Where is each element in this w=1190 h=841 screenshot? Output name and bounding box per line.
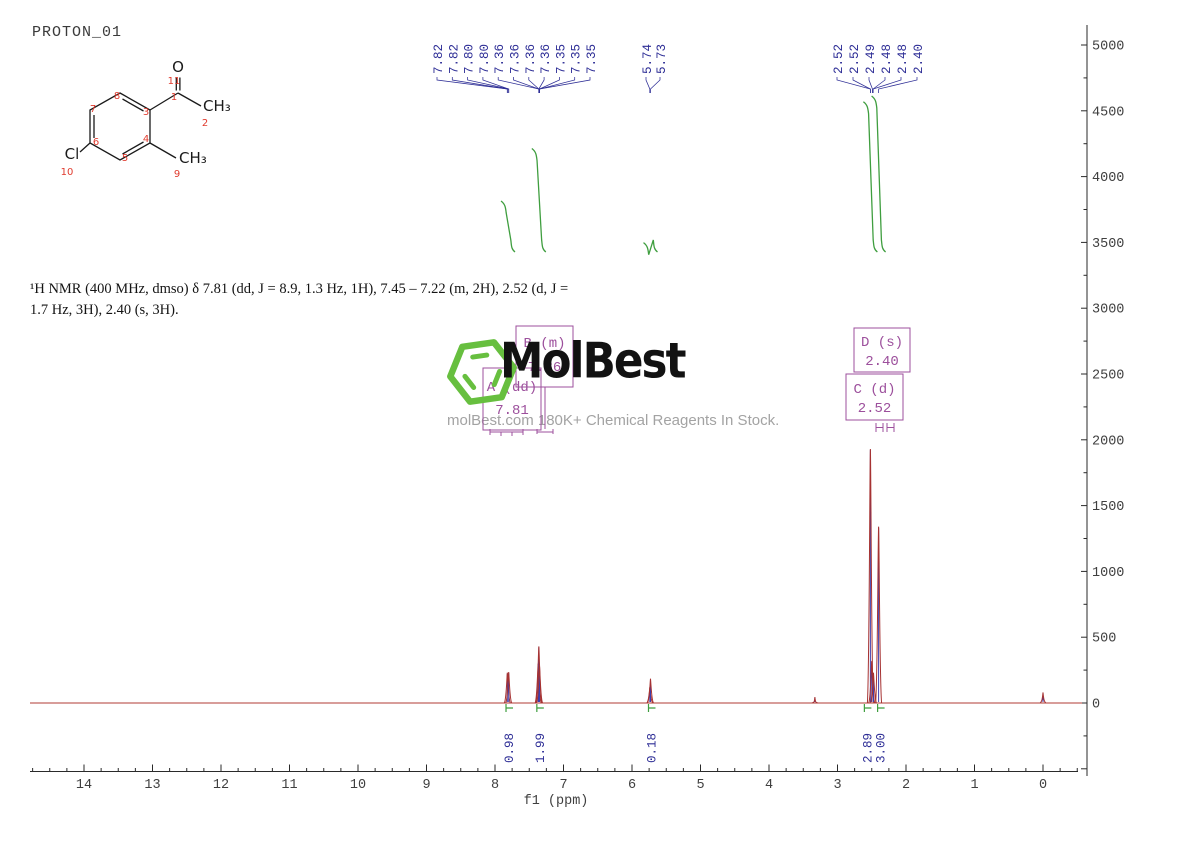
assignment-box-b: B (m) 7.36	[515, 325, 574, 388]
assignment-b-shift: 7.36	[528, 360, 562, 376]
assignment-c-shift: 2.52	[858, 401, 892, 417]
x-tick-label: 13	[144, 778, 160, 793]
y-tick-label: 3000	[1092, 303, 1124, 318]
y-tick-label: 4000	[1092, 171, 1124, 186]
y-tick-label: 5000	[1092, 40, 1124, 55]
atom-number-3: 3	[143, 107, 149, 118]
x-tick-label: 4	[765, 778, 773, 793]
integral-value-label: 0.18	[645, 733, 659, 763]
integral-value-label: 1.99	[534, 733, 548, 763]
peak-pick-labels: 7.82 7.82 7.80 7.80 7.36 7.36 7.36 7.36 7.35 7.35…	[432, 44, 926, 93]
x-tick-label: 3	[833, 778, 841, 793]
peak-pick-label: 2.52	[832, 44, 846, 74]
atom-number-11: 11	[168, 76, 181, 87]
x-tick-label: 0	[1039, 778, 1047, 793]
x-axis	[30, 764, 1078, 772]
peak-pick-label: 7.36	[539, 44, 553, 74]
x-tick-label: 12	[213, 778, 229, 793]
integral-value-label: 3.00	[875, 733, 889, 763]
assignment-a-shift: 7.81	[495, 403, 529, 419]
peak-pick-label: 5.74	[641, 44, 655, 74]
oxygen-label: O	[172, 58, 184, 76]
peak-pick-label: 2.52	[848, 44, 862, 74]
y-tick-label: 0	[1092, 698, 1100, 713]
x-tick-label: 1	[970, 778, 978, 793]
spectrum-trace	[503, 448, 1047, 704]
atom-number-7: 7	[90, 104, 96, 115]
x-tick-label: 10	[350, 778, 366, 793]
x-tick-label: 7	[559, 778, 567, 793]
peak-pick-label: 5.73	[655, 44, 669, 74]
peak-pick-label: 7.80	[463, 44, 477, 74]
atom-number-5: 5	[122, 153, 128, 164]
y-tick-label: 2500	[1092, 369, 1124, 384]
peak-pick-label: 7.36	[509, 44, 523, 74]
experiment-title: PROTON_01	[32, 24, 123, 41]
y-tick-label: 500	[1092, 632, 1116, 647]
atom-number-8: 8	[114, 91, 120, 102]
assignment-d-shift: 2.40	[865, 354, 899, 370]
integral-curves: 0.98 1.99 0.18 2.89 3.00	[500, 95, 889, 763]
atom-number-4: 4	[143, 134, 149, 145]
assignment-b-label: B (m)	[523, 336, 565, 352]
y-tick-label: 3500	[1092, 237, 1124, 252]
atom-number-1: 1	[171, 92, 177, 103]
peak-pick-label: 7.36	[524, 44, 538, 74]
multiplet-markers	[489, 387, 895, 436]
x-axis-title: f1 (ppm)	[524, 794, 589, 809]
atom-number-10: 10	[61, 167, 74, 178]
peak-pick-label: 2.49	[864, 44, 878, 74]
x-tick-label: 6	[628, 778, 636, 793]
y-axis	[1081, 25, 1088, 776]
x-tick-label: 9	[422, 778, 430, 793]
peak-pick-label: 7.35	[585, 44, 599, 74]
molecule-structure: O CH₃ CH₃ Cl 8 7 6 5 4 3 1 11 2 9 10	[61, 58, 231, 180]
atom-number-2: 2	[202, 118, 208, 129]
y-tick-label: 1000	[1092, 566, 1124, 581]
peak-pick-label: 7.35	[554, 44, 568, 74]
x-tick-label: 2	[902, 778, 910, 793]
assignment-a-label: A (dd)	[487, 380, 537, 396]
brand-name: MolBest	[500, 332, 686, 390]
ring-methyl-label: CH₃	[179, 149, 207, 167]
assignment-box-d: D (s) 2.40	[853, 327, 911, 373]
peak-pick-label: 2.40	[912, 44, 926, 74]
peak-pick-label: 2.48	[880, 44, 894, 74]
watermark-tagline: molBest.com 180K+ Chemical Reagents In S…	[447, 412, 780, 429]
peak-pick-label: 7.82	[447, 44, 461, 74]
assignment-c-label: C (d)	[853, 382, 895, 398]
x-axis-labels: 14 13 12 11 10 9 8 7 6 5 4 3 2 1 0f1 (ppm)	[76, 778, 1047, 809]
atom-number-9: 9	[174, 169, 180, 180]
peak-pick-label: 7.82	[432, 44, 446, 74]
x-tick-label: 11	[281, 778, 297, 793]
assignment-d-label: D (s)	[861, 335, 903, 351]
peak-pick-label: 7.80	[478, 44, 492, 74]
atom-number-6: 6	[93, 137, 99, 148]
bond-lines	[79, 77, 202, 161]
x-tick-label: 8	[491, 778, 499, 793]
x-tick-label: 14	[76, 778, 92, 793]
acetyl-methyl-label: CH₃	[203, 97, 231, 115]
x-tick-label: 5	[696, 778, 704, 793]
nmr-citation: ¹H NMR (400 MHz, dmso) δ 7.81 (dd, J = 8…	[30, 281, 569, 319]
integral-value-label: 2.89	[861, 733, 875, 763]
chlorine-label: Cl	[65, 145, 80, 163]
peak-pick-label: 2.48	[896, 44, 910, 74]
peak-pick-label: 7.36	[493, 44, 507, 74]
molbest-logo: MolBest	[444, 330, 744, 416]
y-tick-label: 4500	[1092, 105, 1124, 120]
peak-pick-label: 7.35	[570, 44, 584, 74]
benzene-hexagon-icon	[447, 339, 517, 405]
y-tick-label: 1500	[1092, 500, 1124, 515]
assignment-box-c: C (d) 2.52	[845, 373, 904, 421]
integral-value-label: 0.98	[503, 733, 517, 763]
y-tick-label: 2000	[1092, 434, 1124, 449]
